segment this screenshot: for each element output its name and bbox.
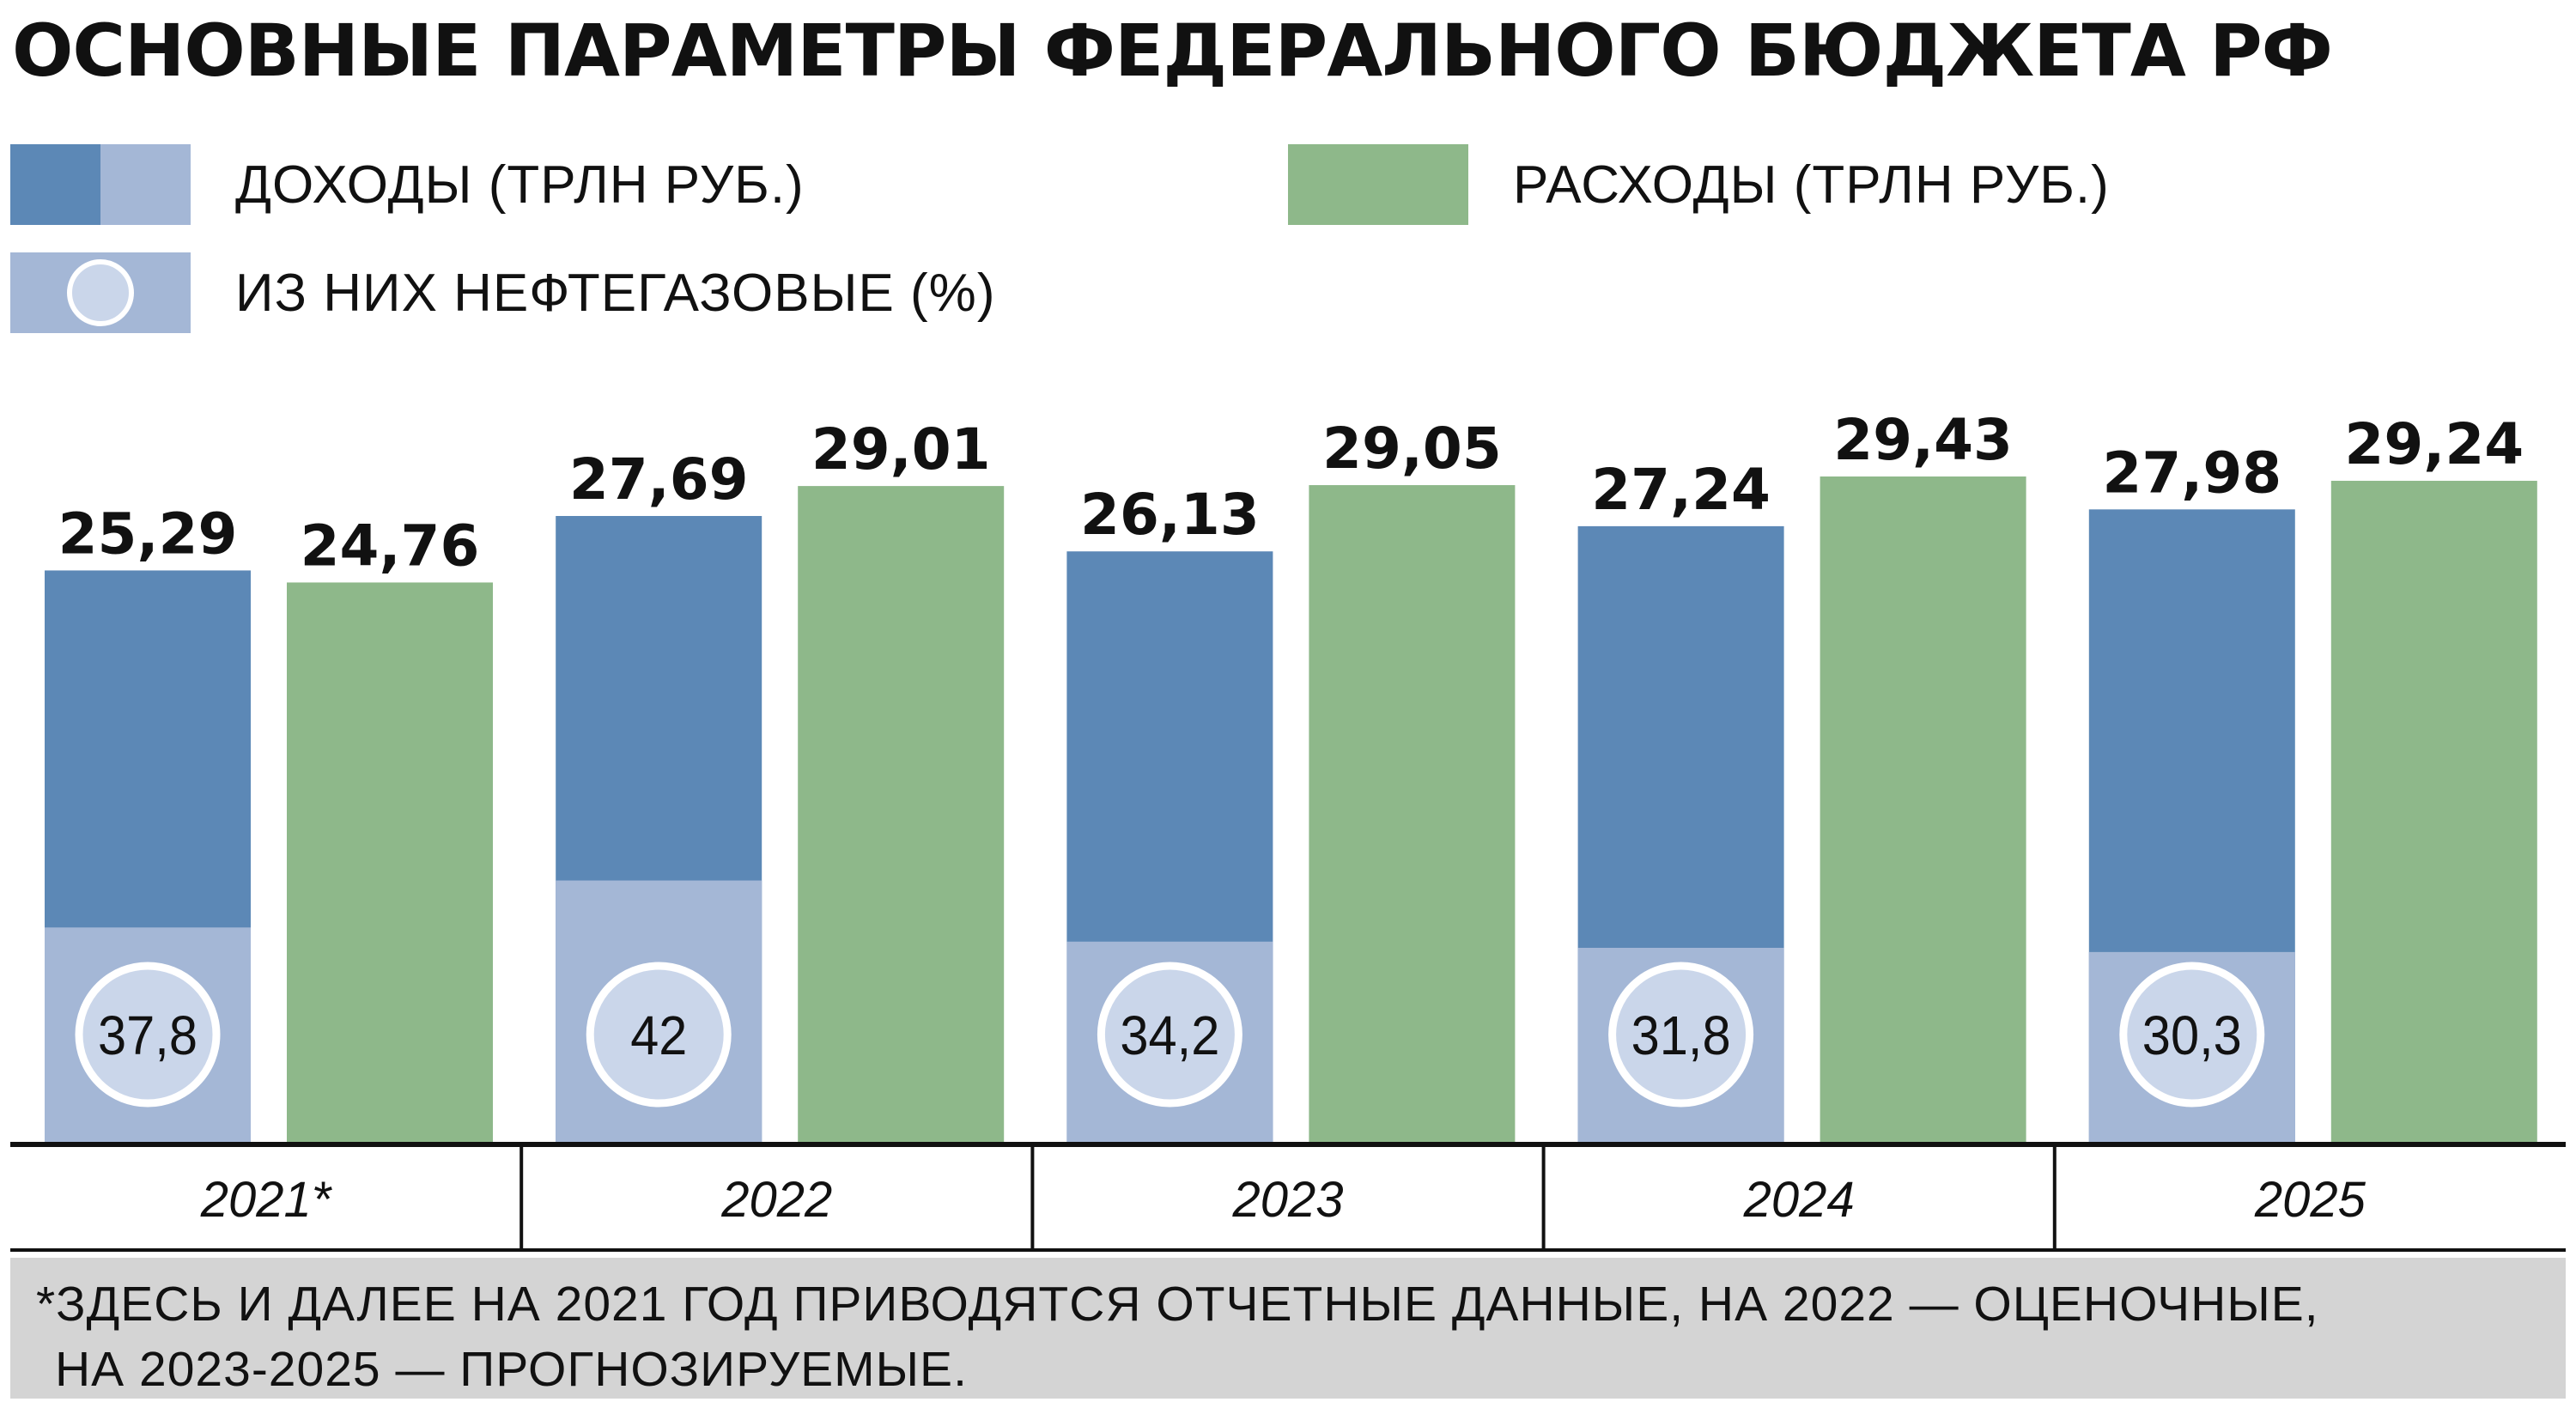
expense-bar	[1820, 476, 2026, 1144]
legend-label-oil-gas: ИЗ НИХ НЕФТЕГАЗОВЫЕ (%)	[235, 263, 996, 323]
expense-value-label: 29,01	[811, 416, 991, 483]
legend-label-income: ДОХОДЫ (ТРЛН РУБ.)	[235, 155, 805, 215]
oil-gas-circle	[586, 962, 732, 1108]
income-value-label: 27,98	[2102, 440, 2281, 506]
income-value-label: 26,13	[1080, 482, 1260, 548]
footnote-line-2: НА 2023-2025 — ПРОГНОЗИРУЕМЫЕ.	[55, 1342, 968, 1397]
legend-item-expense: РАСХОДЫ (ТРЛН РУБ.)	[1288, 144, 2110, 225]
legend-item-oil-gas: ИЗ НИХ НЕФТЕГАЗОВЫЕ (%)	[10, 252, 995, 333]
budget-chart: 37,8 25,29 24,76 2021* 42 27,69 29,01 2022 34,2 2…	[10, 407, 2566, 1252]
expense-value-label: 29,24	[2344, 411, 2524, 477]
income-value-label: 27,24	[1591, 457, 1771, 523]
legend-swatch-expense	[1288, 144, 1468, 225]
expense-bar	[287, 582, 493, 1144]
oil-gas-circle	[2119, 962, 2265, 1108]
oil-gas-circle	[1608, 962, 1754, 1108]
expense-bar	[1309, 485, 1516, 1144]
category-label: 2022	[720, 1172, 832, 1228]
oil-gas-circle	[1097, 962, 1242, 1108]
category-label: 2023	[1231, 1172, 1343, 1228]
legend-label-expense: РАСХОДЫ (ТРЛН РУБ.)	[1513, 155, 2110, 215]
legend-swatch-oil-gas	[10, 252, 191, 333]
footnote-line-1: *ЗДЕСЬ И ДАЛЕЕ НА 2021 ГОД ПРИВОДЯТСЯ ОТ…	[36, 1277, 2319, 1332]
oil-gas-value-label: 37,8	[98, 1004, 197, 1066]
footnote: *ЗДЕСЬ И ДАЛЕЕ НА 2021 ГОД ПРИВОДЯТСЯ ОТ…	[10, 1258, 2566, 1399]
legend-circle-icon	[67, 259, 134, 326]
income-value-label: 25,29	[58, 501, 238, 567]
expense-value-label: 29,05	[1322, 416, 1502, 482]
oil-gas-value-label: 31,8	[1631, 1004, 1731, 1066]
expense-value-label: 29,43	[1833, 407, 2013, 473]
oil-gas-value-label: 34,2	[1120, 1004, 1219, 1066]
legend-item-income: ДОХОДЫ (ТРЛН РУБ.)	[10, 144, 805, 225]
oil-gas-value-label: 30,3	[2142, 1004, 2242, 1066]
legend-swatch-income	[10, 144, 191, 225]
category-label: 2024	[1743, 1172, 1855, 1228]
expense-value-label: 24,76	[301, 513, 480, 579]
chart-title: ОСНОВНЫЕ ПАРАМЕТРЫ ФЕДЕРАЛЬНОГО БЮДЖЕТА …	[12, 9, 2333, 93]
category-label: 2025	[2254, 1172, 2366, 1228]
expense-bar	[2330, 481, 2537, 1144]
expense-bar	[798, 486, 1005, 1144]
oil-gas-value-label: 42	[630, 1004, 687, 1066]
category-label: 2021*	[200, 1172, 333, 1228]
income-value-label: 27,69	[569, 446, 749, 513]
oil-gas-circle	[75, 962, 221, 1108]
